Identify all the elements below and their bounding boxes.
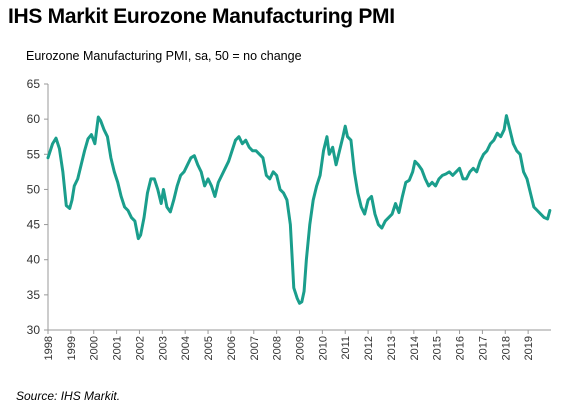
series-line-pmi [46, 114, 552, 305]
series-layer [46, 114, 552, 305]
x-tick-label: 2001 [112, 336, 124, 360]
x-tick-label: 2005 [203, 336, 215, 360]
y-tick-label: 35 [27, 288, 41, 302]
x-tick-label: 2007 [249, 336, 261, 360]
y-axis: 30 35 40 45 50 55 60 65 [27, 77, 49, 337]
y-tick-label: 40 [27, 253, 41, 267]
x-tick-label: 2002 [134, 336, 146, 360]
x-tick-label: 2015 [432, 336, 444, 360]
x-tick-label: 1999 [66, 336, 78, 360]
x-tick-label: 2017 [477, 336, 489, 360]
x-tick-label: 2010 [317, 336, 329, 360]
y-tick-label: 55 [27, 147, 41, 161]
x-tick-label: 2009 [295, 336, 307, 360]
x-axis: 1998 1999 2000 2001 2002 2003 2004 2005 2006 2007… [43, 329, 551, 360]
x-tick-label: 2014 [409, 336, 421, 360]
x-tick-label: 2003 [157, 336, 169, 360]
x-tick-label: 2008 [272, 336, 284, 360]
x-tick-label: 2013 [386, 336, 398, 360]
x-tick-label: 2016 [455, 336, 467, 360]
x-tick-label: 2004 [180, 336, 192, 360]
y-tick-label: 30 [27, 323, 41, 337]
x-tick-label: 2012 [363, 336, 375, 360]
chart-subtitle: Eurozone Manufacturing PMI, sa, 50 = no … [26, 49, 302, 63]
y-tick-label: 65 [27, 77, 41, 91]
x-tick-label: 2019 [523, 336, 535, 360]
y-tick-label: 45 [27, 218, 41, 232]
y-tick-label: 60 [27, 112, 41, 126]
x-tick-label: 2011 [340, 336, 352, 360]
x-tick-label: 1998 [43, 336, 55, 360]
source-note: Source: IHS Markit. [16, 389, 121, 403]
x-tick-label: 2006 [226, 336, 238, 360]
x-tick-label: 2000 [89, 336, 101, 360]
x-tick-label: 2018 [500, 336, 512, 360]
chart-title: IHS Markit Eurozone Manufacturing PMI [8, 5, 395, 28]
y-tick-label: 50 [27, 182, 41, 196]
